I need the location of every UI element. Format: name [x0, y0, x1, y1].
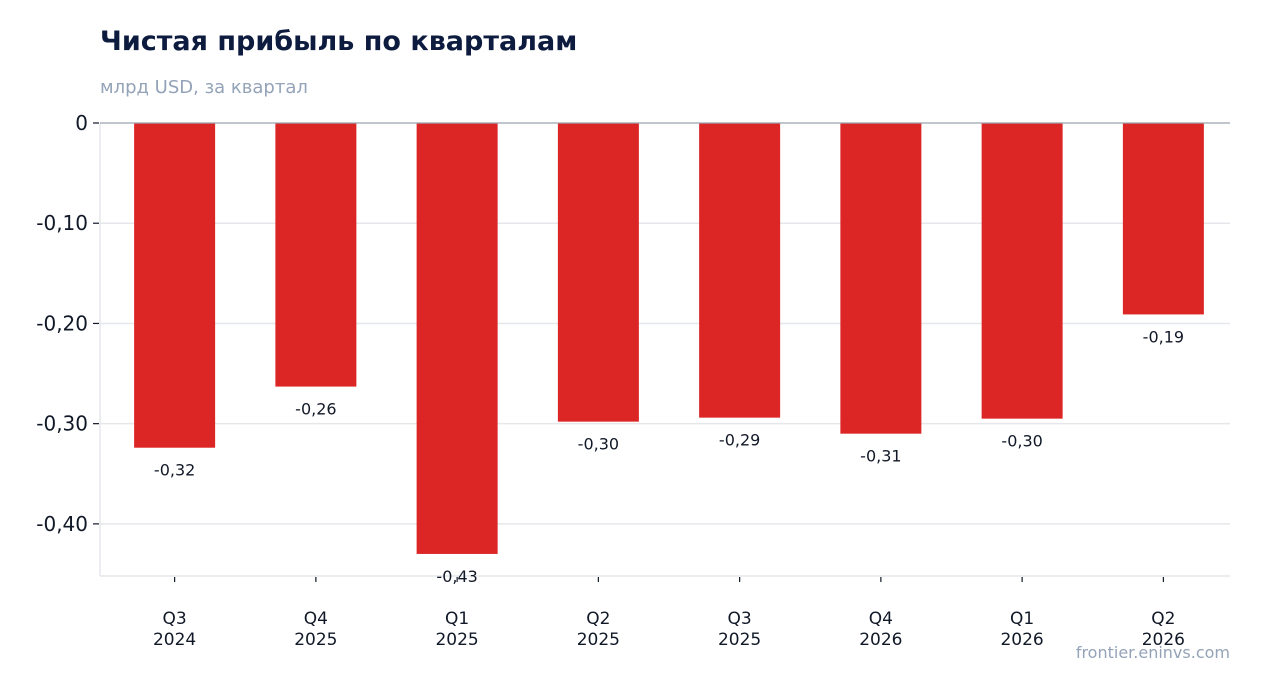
x-tick-label: 2025 — [294, 630, 337, 650]
x-tick-label: Q3 — [728, 609, 752, 629]
y-tick-label: -0,30 — [36, 412, 88, 436]
x-tick-label: Q4 — [304, 609, 328, 629]
bars — [134, 123, 1204, 554]
x-tick-label: 2025 — [435, 630, 478, 650]
x-tick-label: 2024 — [153, 630, 196, 650]
bar — [416, 123, 498, 554]
data-label: -0,30 — [1001, 432, 1042, 451]
axes — [93, 122, 1230, 582]
y-tick-label: 0 — [75, 111, 88, 135]
bar — [981, 123, 1063, 419]
bar — [1122, 123, 1204, 315]
data-label: -0,32 — [154, 461, 195, 480]
x-tick-label: Q3 — [163, 609, 187, 629]
x-tick-label: Q1 — [1010, 609, 1034, 629]
data-label: -0,19 — [1143, 327, 1184, 346]
bar — [134, 123, 216, 448]
source-credit: frontier.eninvs.com — [1075, 643, 1230, 662]
x-tick-label: Q2 — [586, 609, 610, 629]
x-tick-label: 2025 — [718, 630, 761, 650]
chart-subtitle: млрд USD, за квартал — [100, 77, 308, 98]
y-tick-label: -0,10 — [36, 211, 88, 235]
data-label: -0,31 — [860, 447, 901, 466]
chart-title: Чистая прибыль по кварталам — [100, 26, 578, 57]
bar — [557, 123, 639, 422]
x-tick-label: 2026 — [1000, 630, 1043, 650]
x-tick-label: 2026 — [1142, 630, 1185, 650]
x-tick-label: 2026 — [859, 630, 902, 650]
labels: 0-0,10-0,20-0,30-0,40-0,32Q32024-0,26Q42… — [36, 111, 1185, 650]
data-label: -0,30 — [578, 435, 619, 454]
y-tick-label: -0,20 — [36, 311, 88, 335]
data-label: -0,43 — [436, 567, 477, 586]
bar — [840, 123, 922, 434]
x-tick-label: Q4 — [869, 609, 893, 629]
x-tick-label: Q1 — [445, 609, 469, 629]
bar — [699, 123, 781, 418]
bar — [275, 123, 357, 387]
data-label: -0,26 — [295, 400, 336, 419]
data-label: -0,29 — [719, 431, 760, 450]
x-tick-label: Q2 — [1151, 609, 1175, 629]
y-tick-label: -0,40 — [36, 512, 88, 536]
x-tick-label: 2025 — [577, 630, 620, 650]
